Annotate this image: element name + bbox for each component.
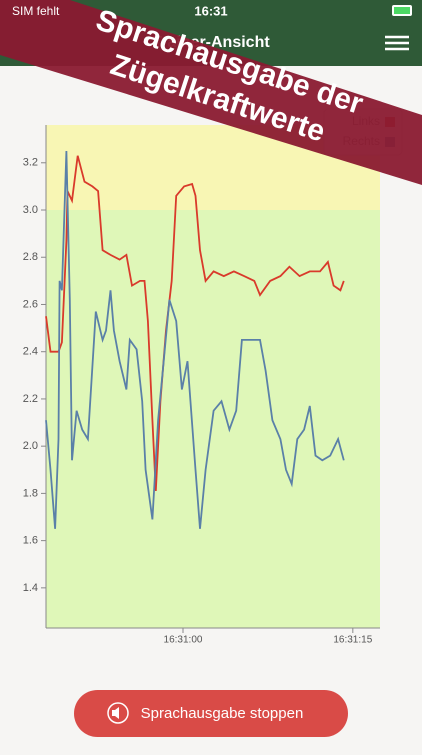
button-label[interactable]: Sprachausgabe stoppen bbox=[141, 705, 304, 722]
x-tick-label: 16:31:15 bbox=[333, 635, 372, 646]
stop-button[interactable]: Sprachausgabe stoppen bbox=[74, 690, 348, 737]
status-time: 16:31 bbox=[194, 3, 227, 18]
x-tick-label: 16:31:00 bbox=[164, 635, 203, 646]
battery bbox=[392, 5, 412, 16]
y-tick-label: 1.4 bbox=[23, 582, 38, 594]
banner bbox=[0, 0, 422, 185]
y-tick-label: 3.2 bbox=[23, 157, 38, 169]
y-tick-label: 1.6 bbox=[23, 535, 38, 547]
y-tick-label: 2.0 bbox=[23, 440, 38, 452]
menu-button[interactable] bbox=[385, 35, 409, 51]
y-tick-label: 2.4 bbox=[23, 346, 38, 358]
y-tick-label: 2.2 bbox=[23, 393, 38, 405]
y-tick-label: 2.6 bbox=[23, 298, 38, 310]
series-line bbox=[45, 150, 345, 529]
status-carrier: SIM fehlt bbox=[12, 4, 60, 18]
y-tick-label: 2.8 bbox=[23, 251, 38, 263]
chart: 1.4 1.6 1.8 2.0 2.2 2.4 2.6 2.8 3.0 3.2 16:31:00 16… bbox=[23, 108, 403, 646]
y-tick-label: 3.0 bbox=[23, 204, 38, 216]
y-tick-label: 1.8 bbox=[23, 487, 38, 499]
